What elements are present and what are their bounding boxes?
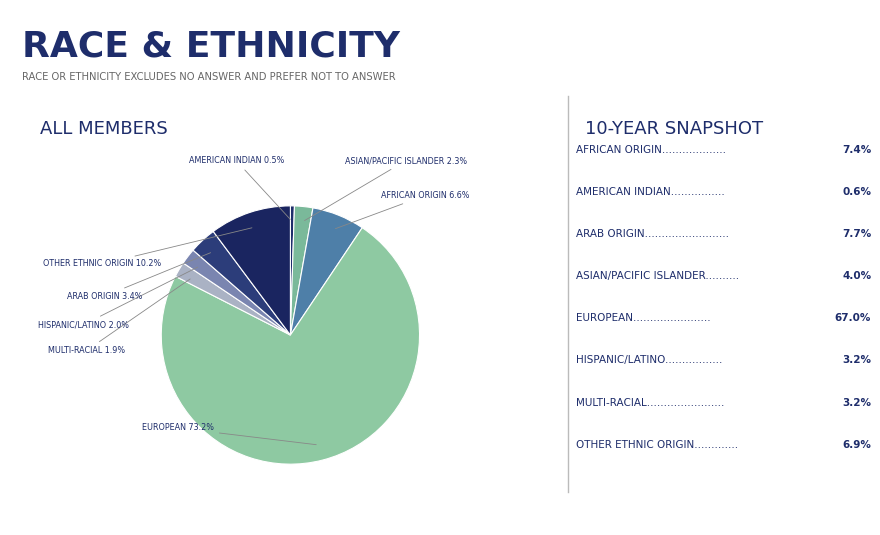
Text: MULTI-RACIAL 1.9%: MULTI-RACIAL 1.9%: [48, 279, 190, 355]
Text: OTHER ETHNIC ORIGIN 10.2%: OTHER ETHNIC ORIGIN 10.2%: [43, 228, 252, 269]
Wedge shape: [175, 263, 290, 335]
Text: 7.7%: 7.7%: [842, 229, 871, 239]
Text: 67.0%: 67.0%: [835, 313, 871, 323]
Text: ALL MEMBERS: ALL MEMBERS: [40, 120, 167, 139]
Text: RACE & ETHNICITY: RACE & ETHNICITY: [22, 29, 400, 64]
Text: 3.2%: 3.2%: [842, 398, 871, 408]
Wedge shape: [290, 206, 313, 335]
Text: ARAB ORIGIN 3.4%: ARAB ORIGIN 3.4%: [67, 253, 210, 301]
Text: AMERICAN INDIAN................: AMERICAN INDIAN................: [576, 187, 725, 197]
Text: HISPANIC/LATINO.................: HISPANIC/LATINO.................: [576, 355, 722, 365]
Text: EUROPEAN 73.2%: EUROPEAN 73.2%: [142, 424, 316, 445]
Wedge shape: [193, 232, 290, 335]
Wedge shape: [290, 206, 295, 335]
Text: MULTI-RACIAL.......................: MULTI-RACIAL.......................: [576, 398, 725, 408]
Wedge shape: [183, 250, 290, 335]
Text: 10-YEAR SNAPSHOT: 10-YEAR SNAPSHOT: [585, 120, 763, 139]
Text: RACE OR ETHNICITY EXCLUDES NO ANSWER AND PREFER NOT TO ANSWER: RACE OR ETHNICITY EXCLUDES NO ANSWER AND…: [22, 72, 396, 82]
Text: 3.2%: 3.2%: [842, 355, 871, 365]
Text: 4.0%: 4.0%: [842, 271, 871, 281]
Wedge shape: [213, 206, 290, 335]
Text: ARAB ORIGIN.........................: ARAB ORIGIN.........................: [576, 229, 730, 239]
Text: ASIAN/PACIFIC ISLANDER 2.3%: ASIAN/PACIFIC ISLANDER 2.3%: [304, 156, 466, 220]
Text: AFRICAN ORIGIN...................: AFRICAN ORIGIN...................: [576, 144, 726, 155]
Text: OTHER ETHNIC ORIGIN.............: OTHER ETHNIC ORIGIN.............: [576, 440, 738, 450]
Text: 6.9%: 6.9%: [842, 440, 871, 450]
Text: 7.4%: 7.4%: [842, 144, 871, 155]
Text: 0.6%: 0.6%: [842, 187, 871, 197]
Text: HISPANIC/LATINO 2.0%: HISPANIC/LATINO 2.0%: [38, 267, 198, 329]
Text: AFRICAN ORIGIN 6.6%: AFRICAN ORIGIN 6.6%: [335, 191, 469, 228]
Text: EUROPEAN.......................: EUROPEAN.......................: [576, 313, 711, 323]
Wedge shape: [161, 228, 420, 464]
Text: AMERICAN INDIAN 0.5%: AMERICAN INDIAN 0.5%: [188, 156, 290, 219]
Wedge shape: [290, 208, 363, 335]
Text: ASIAN/PACIFIC ISLANDER..........: ASIAN/PACIFIC ISLANDER..........: [576, 271, 739, 281]
